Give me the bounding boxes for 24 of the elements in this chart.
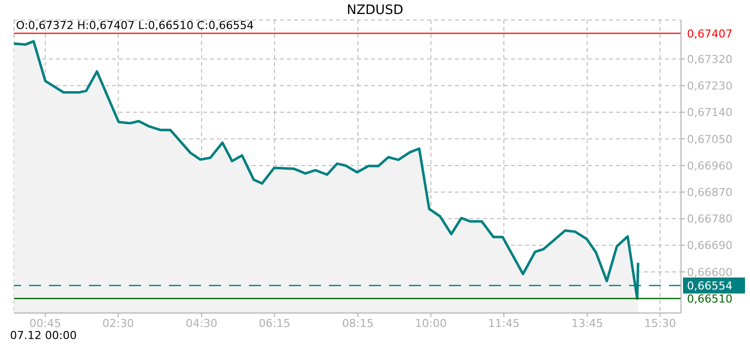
y-tick-label: 0,67320 — [687, 52, 732, 66]
x-tick-label: 15:30 — [644, 316, 676, 330]
ref-line-label: 0,67407 — [687, 27, 732, 40]
y-tick-label: 0,67140 — [687, 106, 732, 120]
x-tick-label: 11:45 — [488, 316, 520, 330]
y-tick-label: 0,67230 — [687, 80, 732, 93]
y-tick-label: 0,66870 — [687, 186, 732, 199]
ref-line-label: 0,66554 — [687, 280, 732, 293]
chart-title: NZDUSD — [346, 3, 404, 18]
x-tick-label: 08:15 — [342, 316, 374, 330]
x-tick-label: 10:00 — [415, 316, 447, 330]
y-tick-label: 0,66780 — [687, 212, 732, 226]
text: 07.12 00:00 — [10, 329, 77, 342]
y-tick-label: 0,66960 — [687, 159, 732, 172]
y-tick-label: 0,66690 — [687, 239, 732, 252]
x-tick-label: 00:45 — [29, 316, 62, 330]
y-tick-label: 0,67050 — [687, 132, 732, 146]
x-tick-label: 13:45 — [571, 316, 604, 330]
x-tick-label: 04:30 — [186, 316, 218, 330]
x-tick-label: 06:15 — [258, 316, 290, 330]
y-tick-label: 0,66600 — [687, 266, 732, 279]
annotation: O:0,67372 H:0,67407 L:0,66510 C:0,66554 — [16, 19, 254, 32]
ref-line-label: 0,66510 — [687, 292, 732, 306]
x-tick-label: 02:30 — [102, 316, 134, 330]
